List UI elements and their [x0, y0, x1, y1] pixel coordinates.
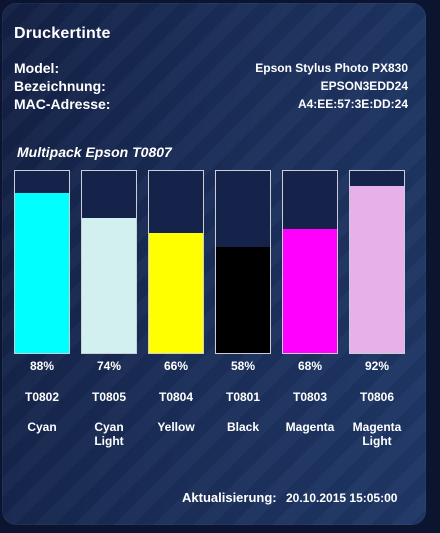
model-value: Epson Stylus Photo PX830	[255, 61, 408, 75]
mac-label: MAC-Adresse:	[14, 96, 110, 112]
ink-tank	[215, 170, 271, 354]
ink-percent: 88%	[8, 359, 76, 373]
multipack-label: Multipack Epson T0807	[17, 144, 172, 160]
color-name: Yellow	[142, 420, 210, 434]
color-name: Black	[209, 420, 277, 434]
cartridge-cyan-light: 74% T0805 Cyan Light	[81, 170, 137, 354]
cartridge-code: T0801	[209, 390, 277, 404]
cartridge-magenta-light: 92% T0806 Magenta Light	[349, 170, 405, 354]
model-label: Model:	[14, 60, 59, 76]
ink-level-fill	[82, 218, 136, 353]
cartridge-cyan: 88% T0802 Cyan	[14, 170, 70, 354]
cartridge-code: T0806	[343, 390, 411, 404]
panel-title: Druckertinte	[14, 25, 111, 43]
ink-tank	[282, 170, 338, 354]
ink-percent: 66%	[142, 359, 210, 373]
cartridge-code: T0804	[142, 390, 210, 404]
ink-tank	[148, 170, 204, 354]
ink-percent: 74%	[75, 359, 143, 373]
cartridge-code: T0803	[276, 390, 344, 404]
ink-level-fill	[283, 229, 337, 353]
ink-level-bars: 88% T0802 Cyan 74% T0805 Cyan Light 66% T…	[14, 170, 416, 470]
color-name: Cyan	[8, 420, 76, 434]
ink-level-fill	[350, 186, 404, 353]
ink-percent: 68%	[276, 359, 344, 373]
ink-percent: 58%	[209, 359, 277, 373]
ink-tank	[349, 170, 405, 354]
ink-level-fill	[15, 193, 69, 353]
designation-label: Bezeichnung:	[14, 78, 106, 94]
color-name: Cyan Light	[75, 420, 143, 448]
ink-percent: 92%	[343, 359, 411, 373]
mac-value: A4:EE:57:3E:DD:24	[298, 97, 408, 111]
info-row-designation: Bezeichnung: EPSON3EDD24	[14, 78, 408, 96]
ink-tank	[81, 170, 137, 354]
ink-status-panel: Druckertinte Model: Epson Stylus Photo P…	[2, 3, 426, 525]
ink-level-fill	[149, 233, 203, 353]
color-name: Magenta	[276, 420, 344, 434]
last-update-label: Aktualisierung:	[182, 490, 277, 505]
info-row-mac: MAC-Adresse: A4:EE:57:3E:DD:24	[14, 96, 408, 114]
cartridge-code: T0805	[75, 390, 143, 404]
cartridge-black: 58% T0801 Black	[215, 170, 271, 354]
designation-value: EPSON3EDD24	[321, 79, 408, 93]
color-name: Magenta Light	[343, 420, 411, 448]
cartridge-magenta: 68% T0803 Magenta	[282, 170, 338, 354]
cartridge-code: T0802	[8, 390, 76, 404]
last-update-value: 20.10.2015 15:05:00	[286, 491, 397, 505]
ink-tank	[14, 170, 70, 354]
ink-level-fill	[216, 247, 270, 353]
cartridge-yellow: 66% T0804 Yellow	[148, 170, 204, 354]
info-row-model: Model: Epson Stylus Photo PX830	[14, 60, 408, 78]
